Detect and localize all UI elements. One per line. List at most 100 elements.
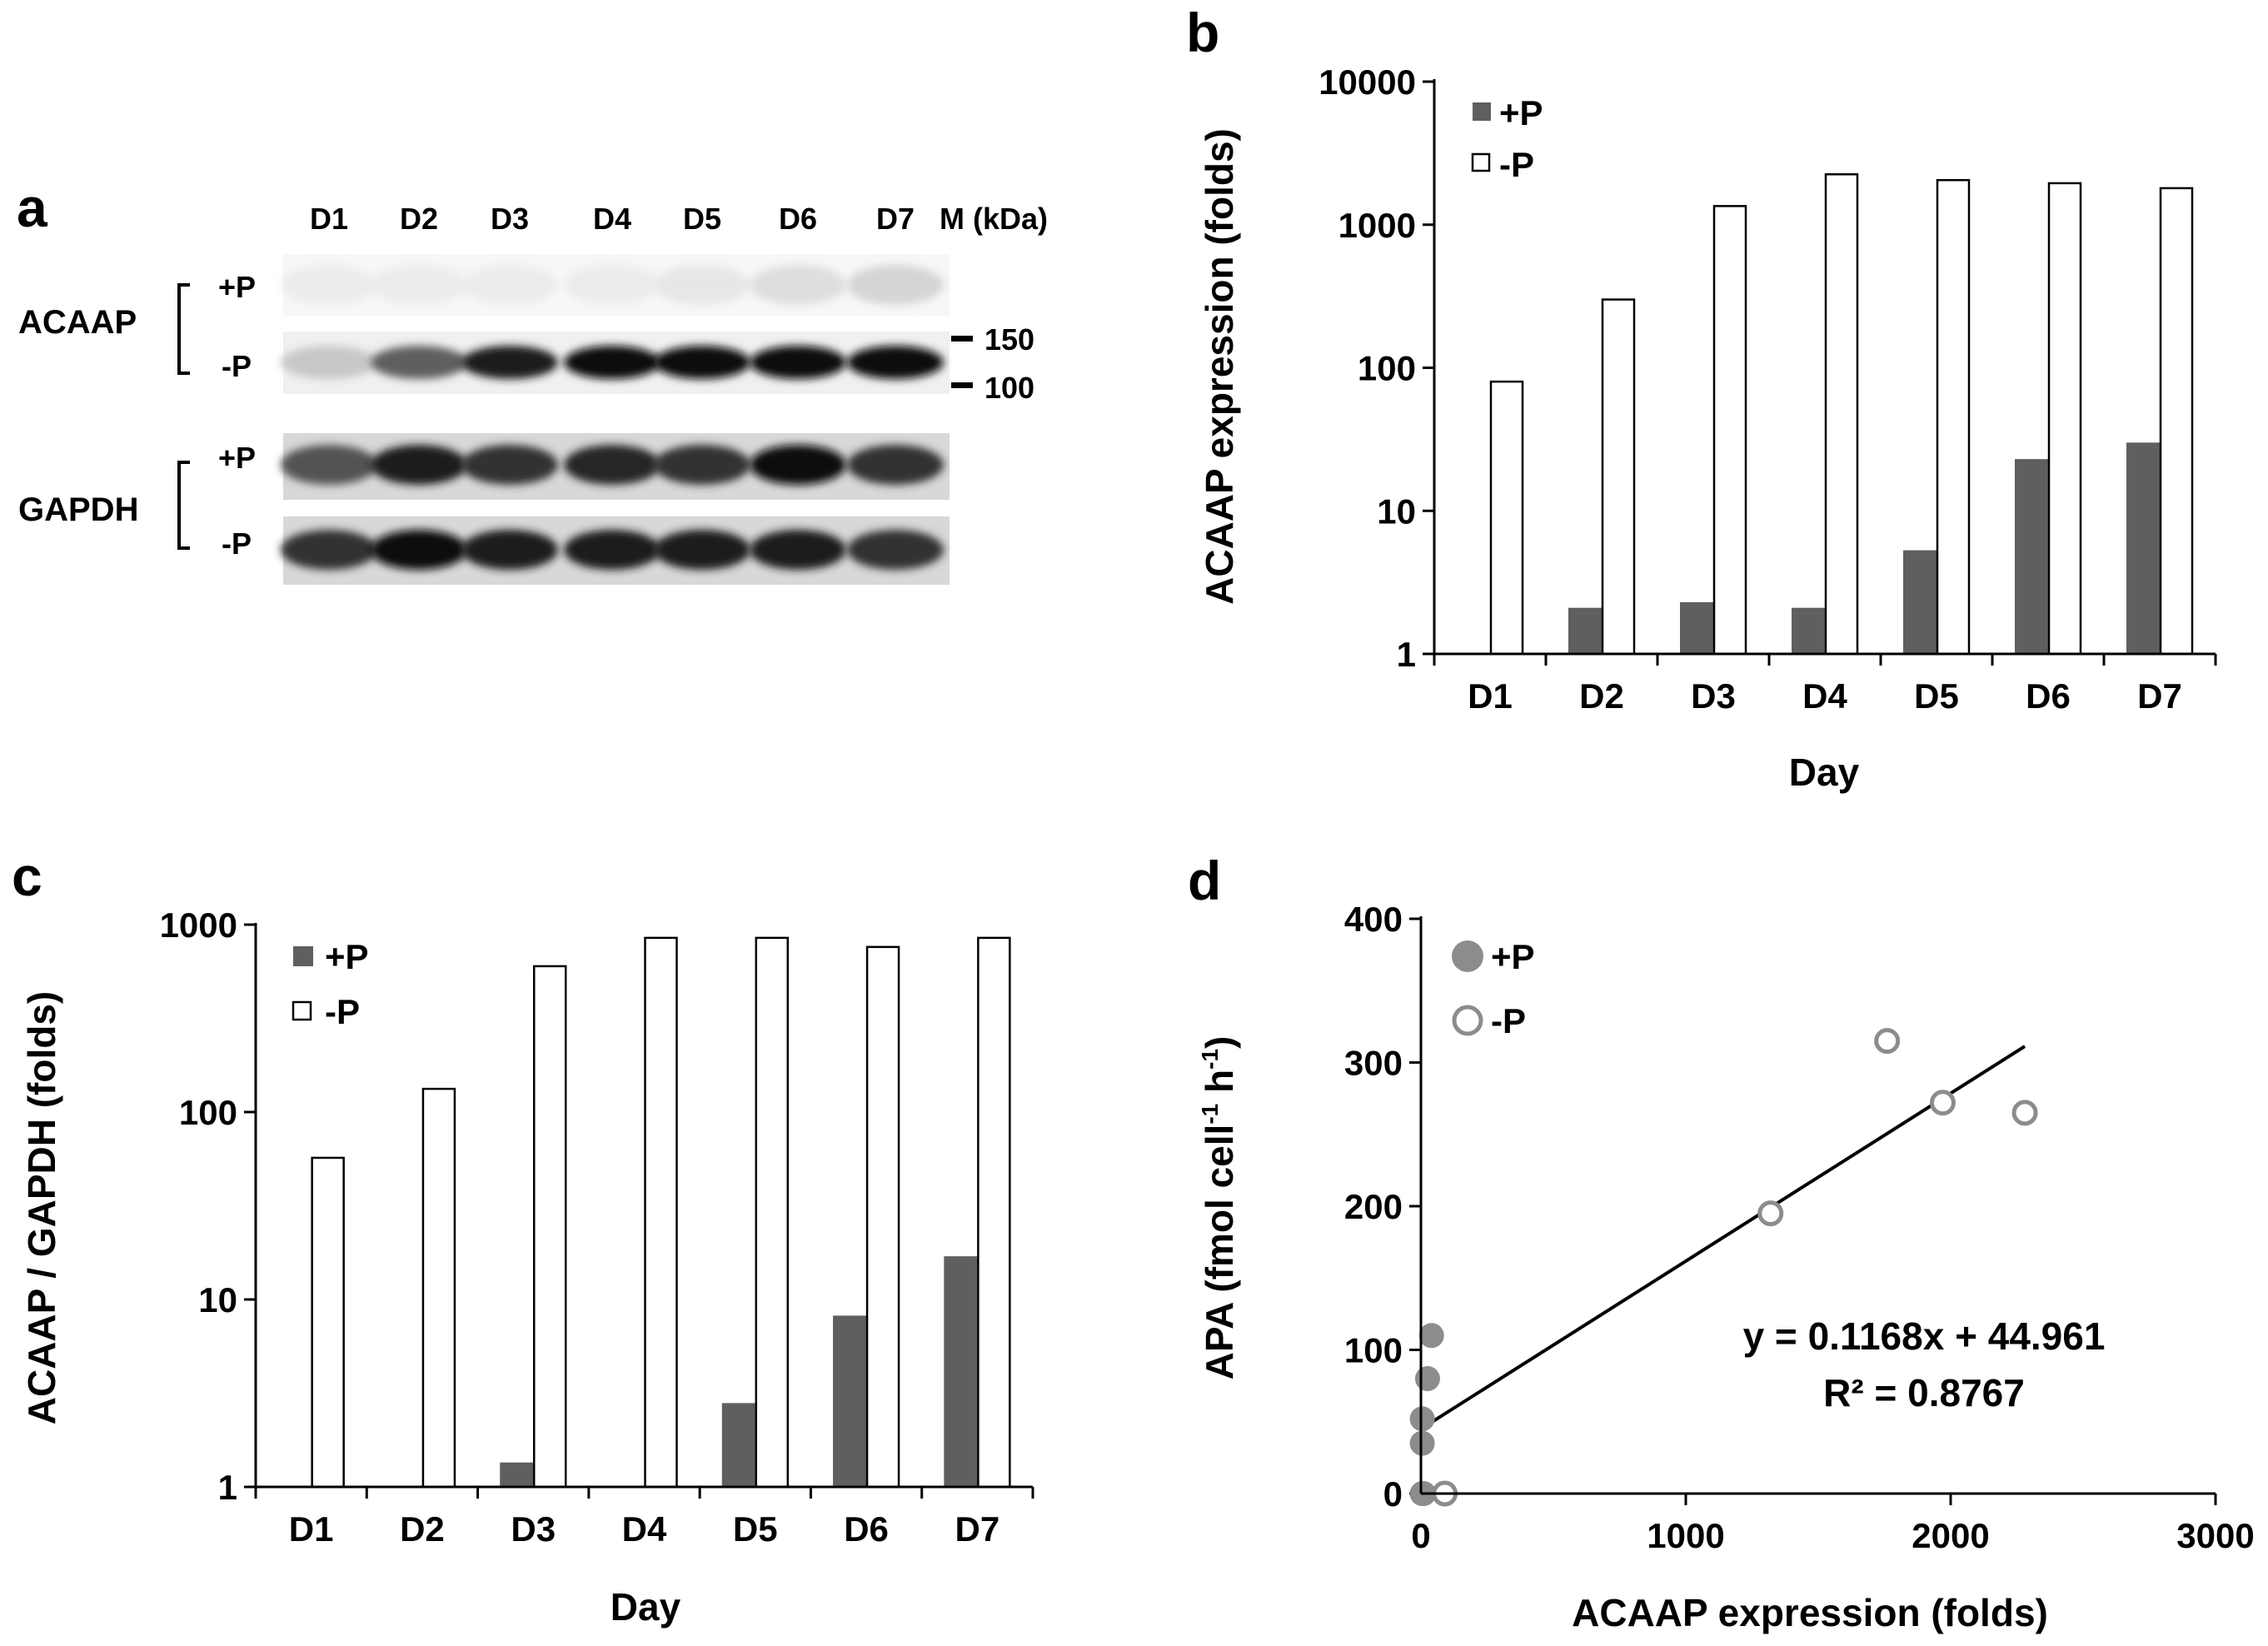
band-gapdh-minus-d2 [371,530,467,570]
chart-d-xtick-label: 1000 [1647,1516,1724,1555]
bracket-gapdh [177,461,190,550]
chart-d-ticks: 0 100 200 300 400 0 1000 2000 3000 [1344,900,2255,1555]
chart-d-ytick-label: 400 [1344,900,1403,939]
marker-header: M (kDa) [940,202,1048,236]
chart-c-xtick-label: D2 [400,1509,445,1549]
chart-c-ytick-label: 10 [198,1280,237,1319]
chart-c-bar-plus-d7 [944,1256,978,1487]
chart-b-legend-swatch-minus [1471,152,1491,172]
marker-tick-100 [951,382,973,388]
blot-group-label-acaap: ACAAP [18,304,137,341]
chart-c-ytick-label: 1000 [160,905,237,945]
chart-d-legend-marker-plus [1452,940,1483,972]
chart-d-ytick-label: 0 [1383,1474,1403,1514]
chart-c-bars [311,936,1011,1489]
chart-d-point-plus [1414,1366,1440,1391]
chart-d-point-minus [2011,1100,2038,1126]
chart-c-bar-minus-d5 [755,936,790,1489]
chart-c-legend-swatch-plus [293,946,313,966]
chart-b-bar-minus-d1 [1489,380,1524,656]
band-acaap-plus-d1 [281,265,377,305]
chart-c-bar-minus-d2 [421,1087,456,1489]
chart-d-point-minus [1757,1200,1784,1227]
chart-c-bar-minus-d4 [644,936,678,1489]
chart-d-xtick-label: 3000 [2176,1516,2254,1555]
chart-d-xtick-label: 0 [1411,1516,1430,1555]
band-acaap-minus-d4 [564,346,660,379]
row-label-acaap-minus: -P [222,349,252,383]
lane-label-d7: D7 [876,202,915,236]
lane-label-d1: D1 [310,202,348,236]
band-gapdh-plus-d7 [847,445,944,485]
band-gapdh-minus-d6 [750,530,846,570]
chart-d-trendline [1419,1045,2026,1431]
marker-label-150: 150 [984,322,1034,357]
panel-letter-c: c [12,845,42,907]
chart-b-expression: 1 10 100 1000 10000 D1 D2 D3 D4 D5 D6 D7 Day ACAAP… [1198,62,2217,794]
chart-b-bar-minus-d6 [2047,182,2082,656]
band-acaap-minus-d7 [847,346,944,379]
chart-c-bar-minus-d7 [977,936,1011,1489]
chart-b-bar-minus-d4 [1824,173,1859,656]
chart-d-legend-plus: +P [1491,937,1535,976]
chart-b-xticks: D1 D2 D3 D4 D5 D6 D7 [1433,654,2217,716]
band-acaap-minus-d2 [371,346,467,379]
chart-b-legend-swatch-plus [1473,102,1491,121]
chart-d-point-plus [1409,1406,1435,1432]
chart-c-legend-plus: +P [325,937,369,976]
chart-b-bar-minus-d5 [1936,178,1971,656]
chart-b-xtick-label: D6 [2026,676,2071,716]
chart-b-legend-minus: -P [1499,145,1534,184]
chart-b-xtick-label: D7 [2137,676,2182,716]
band-acaap-plus-d3 [461,265,558,305]
chart-b-xtick-label: D2 [1579,676,1624,716]
lane-label-d4: D4 [593,202,631,236]
band-gapdh-plus-d2 [371,445,467,485]
row-label-acaap-plus: +P [218,270,256,304]
chart-d-xtick-label: 2000 [1912,1516,1989,1555]
lane-label-d6: D6 [779,202,817,236]
chart-b-bar-minus-d2 [1601,298,1636,656]
chart-c-ytick-label: 100 [179,1093,237,1132]
band-acaap-plus-d6 [750,265,846,305]
blot-group-label-gapdh: GAPDH [18,491,138,528]
chart-c-xtick-label: D7 [955,1509,1000,1549]
chart-b-legend-plus: +P [1499,93,1543,132]
panel-letter-a: a [17,177,48,238]
chart-b-ytick-label: 10000 [1318,62,1416,102]
chart-b-bar-plus-d2 [1568,607,1602,654]
band-gapdh-plus-d1 [281,445,377,485]
chart-b-bar-plus-d3 [1680,601,1713,654]
chart-b-bar-minus-d3 [1712,205,1747,656]
band-gapdh-minus-d4 [564,530,660,570]
chart-b-bar-plus-d5 [1903,550,1937,654]
chart-c-bar-plus-d3 [500,1462,534,1487]
bracket-acaap [177,283,190,375]
panel-letter-b: b [1186,2,1219,63]
band-gapdh-plus-d6 [750,445,846,485]
band-gapdh-minus-d5 [654,530,750,570]
lane-label-d3: D3 [491,202,529,236]
chart-c-bar-minus-d1 [311,1156,345,1489]
chart-b-bar-plus-d7 [2126,442,2160,654]
chart-d-r-squared: R² = 0.8767 [1823,1371,2025,1414]
chart-c-xtick-label: D4 [622,1509,667,1549]
chart-c-legend-swatch-minus [292,1000,312,1021]
chart-b-xtick-label: D4 [1802,676,1847,716]
chart-c-bar-minus-d3 [532,965,567,1489]
row-label-gapdh-minus: -P [222,526,252,561]
chart-b-bar-minus-d7 [2159,187,2194,656]
chart-b-xtick-label: D5 [1914,676,1959,716]
chart-d-scatter: 0 100 200 300 400 0 1000 2000 3000 y = 0.1168x +… [1197,900,2255,1634]
chart-b-ylabel: ACAAP expression (folds) [1198,128,1241,605]
chart-c-normalized: 1 10 100 1000 D1 D2 D3 D4 D5 D6 D7 Day ACAAP / GA… [20,905,1034,1629]
band-acaap-minus-d1 [281,346,377,379]
marker-tick-150 [951,336,973,342]
chart-d-point-minus [1929,1090,1956,1116]
chart-c-xtick-label: D1 [289,1509,334,1549]
band-gapdh-plus-d5 [654,445,750,485]
chart-c-xtick-label: D6 [844,1509,889,1549]
chart-d-points [1409,1028,2038,1507]
chart-c-xticks: D1 D2 D3 D4 D5 D6 D7 [254,1487,1034,1549]
